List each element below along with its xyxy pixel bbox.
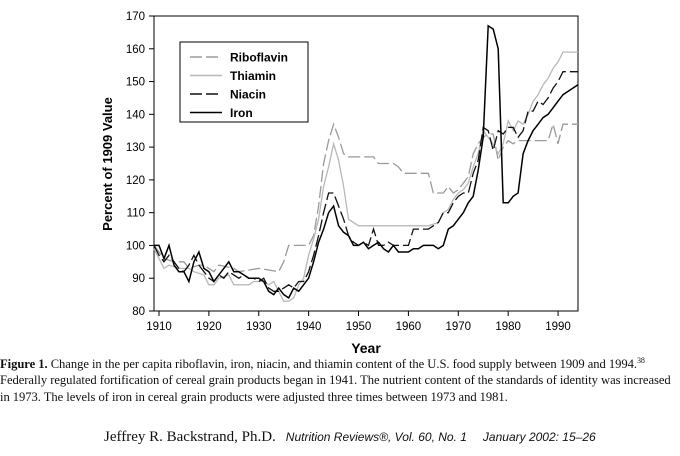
caption-text-2: Federally regulated fortification of cer… [0, 373, 671, 404]
y-tick-label: 140 [126, 109, 145, 121]
x-axis-label: Year [351, 340, 381, 356]
byline: Jeffrey R. Backstrand, Ph.D. Nutrition Re… [104, 428, 664, 446]
line-chart: 80 90 100 110 120 130 140 150 160 170 1910 1920 193… [100, 11, 579, 356]
x-tick-label: 1940 [296, 321, 322, 333]
y-tick-label: 80 [132, 306, 145, 318]
y-tick-label: 160 [126, 44, 145, 56]
y-tick-label: 90 [132, 273, 145, 285]
y-tick-label: 170 [126, 11, 145, 23]
x-tick-label: 1950 [346, 321, 372, 333]
legend-label-niacin: Niacin [230, 88, 266, 102]
x-tick-label: 1970 [445, 321, 471, 333]
plot-frame [153, 15, 579, 312]
publication-date: January 2002: 15–26 [482, 430, 596, 444]
x-tick-label: 1980 [495, 321, 521, 333]
y-tick-label: 150 [126, 77, 145, 89]
y-tick-label: 110 [127, 208, 145, 220]
caption-reference: 38 [636, 356, 645, 365]
x-tick-label: 1930 [246, 321, 272, 333]
y-tick-label: 100 [126, 240, 145, 252]
caption-text: Change in the per capita riboflavin, iro… [50, 357, 637, 371]
legend: Riboflavin Thiamin Niacin Iron [179, 41, 309, 123]
series-line-riboflavin [153, 121, 578, 273]
y-tick-label: 130 [126, 142, 145, 154]
journal-citation: Nutrition Reviews®, Vol. 60, No. 1 [285, 430, 467, 444]
x-tick-label: 1960 [396, 321, 422, 333]
legend-label-thiamin: Thiamin [230, 69, 276, 83]
figure-caption: Figure 1. Change in the per capita ribof… [0, 356, 676, 405]
x-tick-label: 1910 [146, 321, 172, 333]
series-line-iron [154, 24, 579, 299]
x-tick-label: 1920 [196, 321, 222, 333]
legend-label-iron: Iron [230, 106, 253, 120]
y-axis: 80 90 100 110 120 130 140 150 160 170 [126, 11, 154, 318]
legend-box [179, 41, 309, 123]
series-layer [153, 24, 579, 302]
y-tick-label: 120 [126, 175, 145, 187]
x-axis: 1910 1920 1930 1940 1950 1960 1970 1980 1990 [146, 311, 571, 333]
author-name: Jeffrey R. Backstrand, Ph.D. [104, 429, 276, 445]
legend-label-riboflavin: Riboflavin [230, 51, 288, 65]
x-tick-label: 1990 [545, 321, 571, 333]
y-axis-label: Percent of 1909 Value [100, 97, 115, 231]
figure-label: Figure 1. [0, 357, 48, 371]
